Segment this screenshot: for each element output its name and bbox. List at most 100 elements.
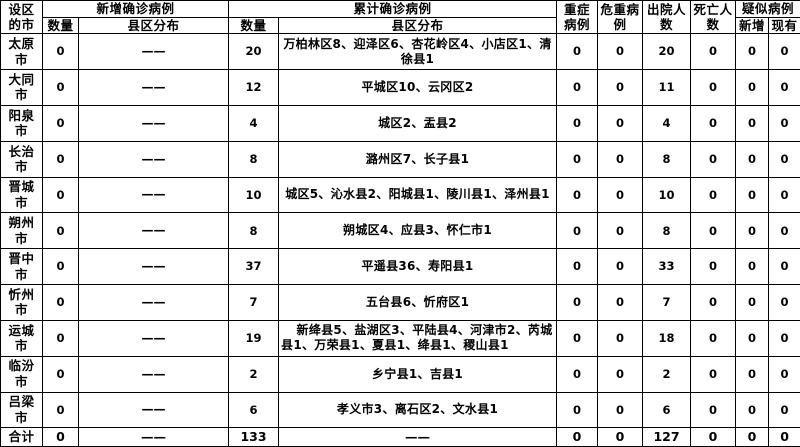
table-row: 长治市 0 —— 8 潞州区7、长子县1 0 0 8 0 0 0 (0, 140, 800, 178)
header-new-count: 数量 (42, 16, 79, 35)
header-deaths: 死亡人数 (690, 0, 737, 35)
critical-count: 0 (597, 69, 644, 106)
new-case-count: 0 (42, 319, 79, 357)
cumulative-count: 7 (228, 284, 280, 321)
table-body: 太原市 0 —— 20 万柏林区8、迎泽区6、杏花岭区4、小店区1、清徐县1 0 0 20 0 0… (0, 33, 800, 447)
suspected-new-count: 0 (735, 391, 770, 429)
new-case-count: 0 (42, 176, 79, 214)
new-case-count: 0 (42, 212, 79, 250)
suspected-new-count: 0 (735, 212, 770, 250)
death-count: 0 (690, 319, 737, 357)
table-header: 设区的市 新增确诊病例 累计确诊病例 重症病例 危重病例 出院人数 死亡人数 疑… (0, 0, 800, 35)
new-case-count: 0 (42, 104, 79, 142)
discharged-count: 127 (642, 427, 692, 447)
death-count: 0 (690, 427, 737, 447)
critical-count: 0 (597, 176, 644, 214)
death-count: 0 (690, 284, 737, 321)
cumulative-distribution: 孝义市3、离石区2、文水县1 (278, 391, 558, 429)
new-case-count: 0 (42, 391, 79, 429)
critical-count: 0 (597, 140, 644, 178)
cumulative-count: 10 (228, 176, 280, 214)
discharged-count: 11 (642, 69, 692, 106)
header-deaths-label: 死亡人数 (693, 1, 733, 33)
critical-count: 0 (597, 427, 644, 447)
new-case-distribution: —— (77, 33, 230, 71)
discharged-count: 10 (642, 176, 692, 214)
severe-count: 0 (556, 319, 599, 357)
table-row: 晋城市 0 —— 10 城区5、沁水县2、阳城县1、陵川县1、泽州县1 0 0 10 0 0 0 (0, 176, 800, 214)
header-cumulative-group: 累计确诊病例 (228, 0, 558, 18)
discharged-count: 4 (642, 104, 692, 142)
severe-count: 0 (556, 140, 599, 178)
critical-count: 0 (597, 319, 644, 357)
header-severe-label: 重症病例 (564, 1, 591, 33)
city-name: 大同市 (0, 69, 43, 106)
critical-count: 0 (597, 248, 644, 286)
city-name: 运城市 (0, 319, 43, 357)
table-row: 阳泉市 0 —— 4 城区2、盂县2 0 0 4 0 0 0 (0, 104, 800, 142)
suspected-new-count: 0 (735, 104, 770, 142)
death-count: 0 (690, 140, 737, 178)
new-case-distribution: —— (77, 248, 230, 286)
death-count: 0 (690, 69, 737, 106)
header-critical: 危重病例 (597, 0, 644, 35)
cumulative-distribution: 潞州区7、长子县1 (278, 140, 558, 178)
cumulative-distribution: 新绛县5、盐湖区3、平陆县4、河津市2、芮城县1、万荣县1、夏县1、绛县1、稷山… (278, 319, 558, 357)
table-row: 临汾市 0 —— 2 乡宁县1、吉县1 0 0 2 0 0 0 (0, 355, 800, 393)
cumulative-distribution: —— (278, 427, 558, 447)
new-case-distribution: —— (77, 391, 230, 429)
suspected-current-count: 0 (768, 33, 800, 71)
discharged-count: 2 (642, 355, 692, 393)
cumulative-distribution: 平遥县36、寿阳县1 (278, 248, 558, 286)
death-count: 0 (690, 33, 737, 71)
cumulative-count: 6 (228, 391, 280, 429)
table-row: 晋中市 0 —— 37 平遥县36、寿阳县1 0 0 33 0 0 0 (0, 248, 800, 286)
discharged-count: 20 (642, 33, 692, 71)
critical-count: 0 (597, 391, 644, 429)
severe-count: 0 (556, 104, 599, 142)
table-row: 忻州市 0 —— 7 五台县6、忻府区1 0 0 7 0 0 0 (0, 284, 800, 321)
severe-count: 0 (556, 427, 599, 447)
suspected-current-count: 0 (768, 391, 800, 429)
header-city: 设区的市 (0, 0, 43, 35)
suspected-current-count: 0 (768, 176, 800, 214)
suspected-new-count: 0 (735, 69, 770, 106)
discharged-count: 33 (642, 248, 692, 286)
new-case-count: 0 (42, 248, 79, 286)
cumulative-distribution: 城区5、沁水县2、阳城县1、陵川县1、泽州县1 (278, 176, 558, 214)
new-case-count: 0 (42, 69, 79, 106)
cumulative-count: 2 (228, 355, 280, 393)
suspected-current-count: 0 (768, 140, 800, 178)
suspected-current-count: 0 (768, 319, 800, 357)
discharged-count: 8 (642, 140, 692, 178)
header-critical-label: 危重病例 (600, 1, 640, 33)
severe-count: 0 (556, 391, 599, 429)
city-name: 临汾市 (0, 355, 43, 393)
suspected-new-count: 0 (735, 427, 770, 447)
total-row: 合计 0 —— 133 —— 0 0 127 0 0 0 (0, 427, 800, 447)
death-count: 0 (690, 212, 737, 250)
severe-count: 0 (556, 69, 599, 106)
city-name: 忻州市 (0, 284, 43, 321)
suspected-current-count: 0 (768, 248, 800, 286)
city-name: 吕梁市 (0, 391, 43, 429)
cumulative-distribution: 万柏林区8、迎泽区6、杏花岭区4、小店区1、清徐县1 (278, 33, 558, 71)
header-suspected-new: 新增 (735, 16, 770, 35)
suspected-current-count: 0 (768, 427, 800, 447)
cumulative-distribution: 平城区10、云冈区2 (278, 69, 558, 106)
suspected-new-count: 0 (735, 176, 770, 214)
discharged-count: 7 (642, 284, 692, 321)
suspected-current-count: 0 (768, 284, 800, 321)
header-new-distribution: 县区分布 (77, 16, 230, 35)
suspected-new-count: 0 (735, 33, 770, 71)
city-name: 晋城市 (0, 176, 43, 214)
suspected-current-count: 0 (768, 104, 800, 142)
suspected-new-count: 0 (735, 319, 770, 357)
table-row: 太原市 0 —— 20 万柏林区8、迎泽区6、杏花岭区4、小店区1、清徐县1 0 0 20 0 0… (0, 33, 800, 71)
new-case-count: 0 (42, 427, 79, 447)
severe-count: 0 (556, 176, 599, 214)
table-row: 吕梁市 0 —— 6 孝义市3、离石区2、文水县1 0 0 6 0 0 0 (0, 391, 800, 429)
table-row: 运城市 0 —— 19 新绛县5、盐湖区3、平陆县4、河津市2、芮城县1、万荣县1、夏县… (0, 319, 800, 357)
critical-count: 0 (597, 284, 644, 321)
new-case-distribution: —— (77, 140, 230, 178)
